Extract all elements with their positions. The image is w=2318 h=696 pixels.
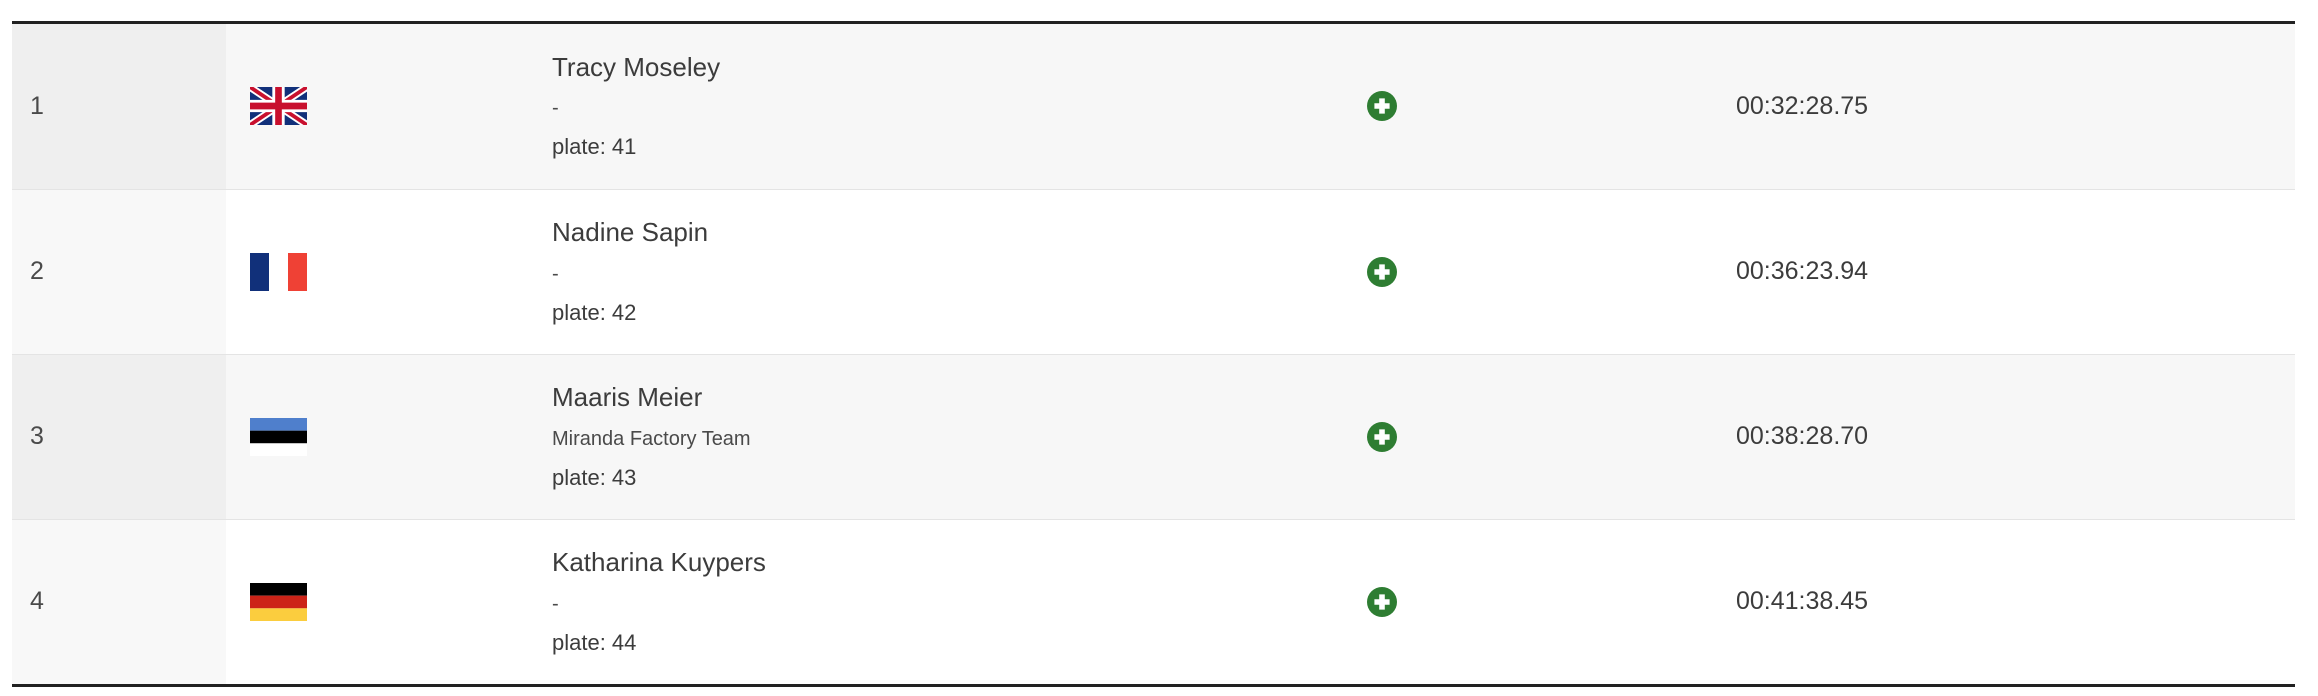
rank-cell: 1: [12, 24, 226, 190]
rider-cell: Nadine Sapin - plate: 42: [536, 189, 1306, 355]
rider-team: -: [552, 97, 559, 120]
flag-ee-icon: [250, 417, 307, 456]
add-circle-icon[interactable]: [1366, 421, 1398, 453]
rider-cell: Tracy Moseley - plate: 41: [536, 24, 1306, 190]
rider-team: -: [552, 592, 559, 615]
time-cell: 00:41:38.45: [1736, 519, 2295, 684]
add-circle-icon[interactable]: [1366, 586, 1398, 618]
rider-team: Miranda Factory Team: [552, 427, 751, 450]
action-cell: [1306, 519, 1736, 684]
table-row[interactable]: 4 Katharina Kuypers - pl: [12, 519, 2295, 684]
rider-plate: plate: 42: [552, 299, 637, 325]
rider-name: Tracy Moseley: [552, 51, 721, 82]
results-table: 1 Tracy Moseley: [12, 24, 2295, 684]
time-cell: 00:38:28.70: [1736, 354, 2295, 520]
rank-cell: 4: [12, 519, 226, 684]
rider-team: -: [552, 262, 559, 285]
table-row[interactable]: 2 Nadine Sapin - plate:: [12, 189, 2295, 355]
rider-name: Nadine Sapin: [552, 217, 709, 248]
rank-cell: 3: [12, 354, 226, 520]
add-circle-icon[interactable]: [1366, 90, 1398, 122]
time-cell: 00:32:28.75: [1736, 24, 2295, 190]
action-cell: [1306, 189, 1736, 355]
rider-info: Nadine Sapin - plate: 42: [536, 218, 1306, 325]
rank-value: 4: [30, 587, 44, 616]
rider-plate: plate: 44: [552, 629, 637, 655]
rider-info: Tracy Moseley - plate: 41: [536, 53, 1306, 160]
table-row[interactable]: 1 Tracy Moseley: [12, 24, 2295, 190]
rider-info: Maaris Meier Miranda Factory Team plate:…: [536, 383, 1306, 490]
time-cell: 00:36:23.94: [1736, 189, 2295, 355]
rider-plate: plate: 43: [552, 464, 637, 490]
results-table-body: 1 Tracy Moseley: [12, 24, 2295, 684]
rank-value: 3: [30, 422, 44, 450]
rank-value: 2: [30, 257, 44, 285]
add-circle-icon[interactable]: [1366, 256, 1398, 288]
flag-gb-icon: [250, 87, 307, 126]
flag-fr-icon: [250, 252, 307, 291]
rider-info: Katharina Kuypers - plate: 44: [536, 548, 1306, 655]
flag-de-icon: [250, 582, 307, 621]
table-row[interactable]: 3 Maaris Meier Miranda Factory Team: [12, 354, 2295, 520]
flag-cell: [226, 354, 536, 520]
rider-name: Maaris Meier: [552, 382, 703, 413]
rank-value: 1: [30, 91, 44, 120]
flag-cell: [226, 519, 536, 684]
rider-plate: plate: 41: [552, 134, 637, 160]
action-cell: [1306, 354, 1736, 520]
flag-cell: [226, 189, 536, 355]
rider-cell: Maaris Meier Miranda Factory Team plate:…: [536, 354, 1306, 520]
rank-cell: 2: [12, 189, 226, 355]
flag-cell: [226, 24, 536, 190]
results-table-container: 1 Tracy Moseley: [12, 21, 2295, 687]
rider-cell: Katharina Kuypers - plate: 44: [536, 519, 1306, 684]
rider-name: Katharina Kuypers: [552, 547, 766, 578]
action-cell: [1306, 24, 1736, 190]
